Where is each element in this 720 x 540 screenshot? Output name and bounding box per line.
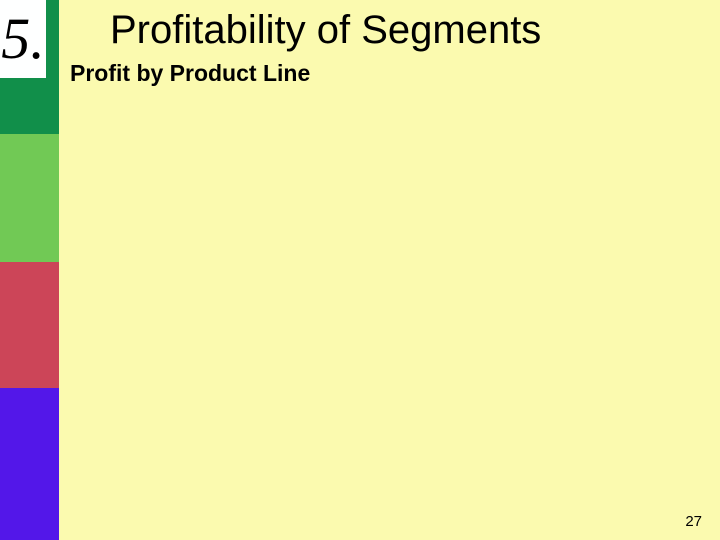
sidebar bbox=[0, 0, 59, 540]
slide-title: Profitability of Segments bbox=[110, 8, 541, 53]
sidebar-stripe-4 bbox=[0, 388, 59, 540]
page-number: 27 bbox=[685, 513, 702, 530]
slide-number-marker: 5. bbox=[0, 0, 46, 78]
sidebar-stripe-2 bbox=[0, 134, 59, 262]
slide-subtitle: Profit by Product Line bbox=[70, 60, 310, 87]
sidebar-stripe-3 bbox=[0, 262, 59, 388]
slide: 5. Profitability of Segments Profit by P… bbox=[0, 0, 720, 540]
slide-number-marker-text: 5. bbox=[1, 10, 45, 68]
